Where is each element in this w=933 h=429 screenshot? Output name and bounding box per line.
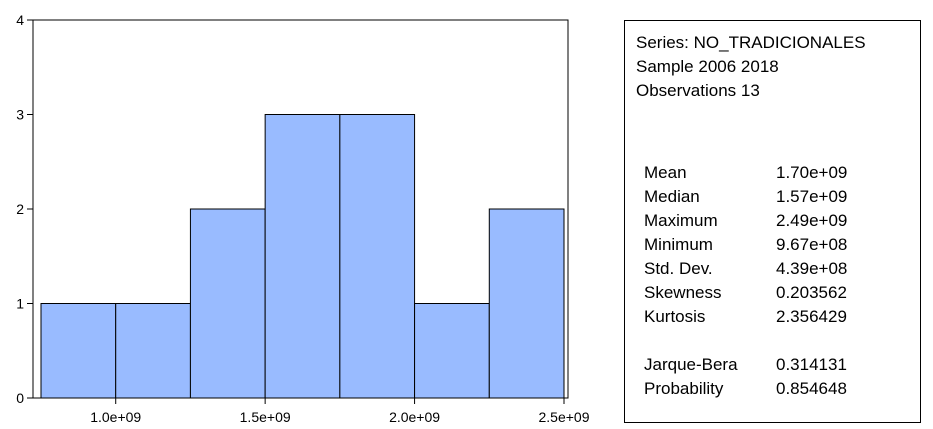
stat-row-maximum: Maximum 2.49e+09 [644, 209, 847, 233]
stat-label: Minimum [644, 235, 713, 254]
stat-label: Std. Dev. [644, 259, 713, 278]
stat-value: 0.854648 [776, 379, 847, 398]
y-tick-label: 2 [16, 201, 24, 217]
stat-value: 1.57e+09 [776, 187, 848, 206]
x-tick-label: 1.0e+09 [90, 409, 141, 425]
y-tick-label: 4 [16, 12, 24, 28]
stat-label: Kurtosis [644, 307, 706, 326]
histogram-bar-1 [40, 303, 117, 399]
stat-label: Median [644, 187, 700, 206]
stat-label: Skewness [644, 283, 722, 302]
x-tick-label: 2.0e+09 [389, 409, 440, 425]
observations-count: Observations 13 [636, 81, 760, 100]
stat-row-jarque-bera: Jarque-Bera 0.314131 [644, 353, 847, 377]
stat-label: Maximum [644, 211, 718, 230]
statistics-panel: Series: NO_TRADICIONALES Sample 2006 201… [624, 20, 921, 423]
stat-value: 9.67e+08 [776, 235, 848, 254]
sample-range: Sample 2006 2018 [636, 57, 779, 76]
y-tick-label: 3 [16, 107, 24, 123]
series-name: Series: NO_TRADICIONALES [636, 33, 866, 52]
histogram-bar-4 [264, 114, 341, 399]
histogram-bar-5 [339, 114, 416, 399]
stat-row-probability: Probability 0.854648 [644, 377, 847, 401]
statistics-table: Mean 1.70e+09 Median 1.57e+09 Maximum 2.… [644, 161, 847, 401]
histogram-chart: 0 1 2 3 4 1.0e+09 1.5e+09 2.0e+09 2.5e+09 [16, 12, 590, 425]
stat-value: 2.49e+09 [776, 211, 848, 230]
stat-row-median: Median 1.57e+09 [644, 185, 847, 209]
histogram-bar-7 [488, 208, 565, 399]
stat-label: Jarque-Bera [644, 355, 738, 374]
stat-value: 4.39e+08 [776, 259, 848, 278]
stats-spacer [644, 329, 847, 353]
y-tick-label: 1 [16, 296, 24, 312]
stat-value: 0.314131 [776, 355, 847, 374]
x-tick-label: 1.5e+09 [240, 409, 291, 425]
y-tick-label: 0 [16, 390, 24, 406]
stat-row-mean: Mean 1.70e+09 [644, 161, 847, 185]
stat-value: 2.356429 [776, 307, 847, 326]
stat-row-minimum: Minimum 9.67e+08 [644, 233, 847, 257]
stat-row-skewness: Skewness 0.203562 [644, 281, 847, 305]
stat-value: 1.70e+09 [776, 163, 848, 182]
stat-label: Probability [644, 379, 724, 398]
stat-label: Mean [644, 163, 687, 182]
x-tick-label: 2.5e+09 [539, 409, 590, 425]
stat-value: 0.203562 [776, 283, 847, 302]
stat-row-std-dev: Std. Dev. 4.39e+08 [644, 257, 847, 281]
stat-row-kurtosis: Kurtosis 2.356429 [644, 305, 847, 329]
histogram-bar-3 [189, 208, 266, 399]
histogram-bar-6 [414, 303, 490, 399]
histogram-bar-2 [115, 303, 191, 399]
